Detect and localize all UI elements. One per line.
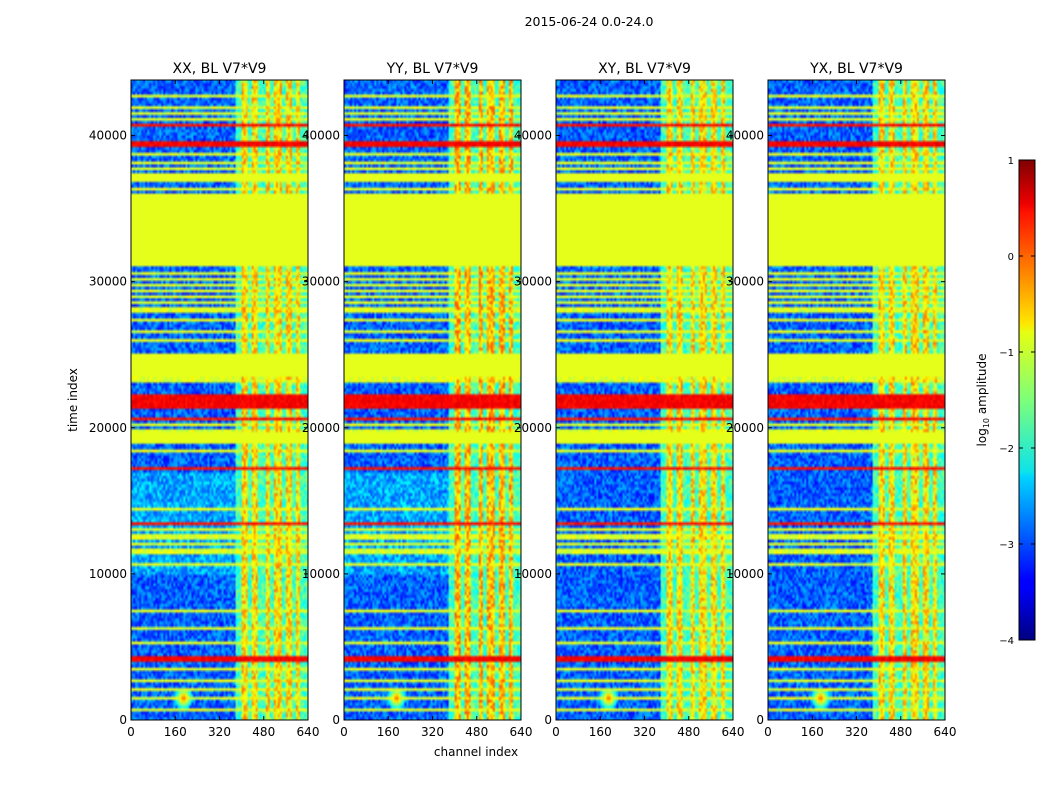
y-tick-label: 10000: [89, 567, 127, 581]
x-tick-label: 160: [801, 725, 824, 739]
heatmap-1: [131, 80, 308, 720]
panel-1: XX, BL V7*V9 0 160 320 480 640 0 10000 20000 3000…: [89, 61, 320, 739]
x-tick-label: 640: [297, 725, 320, 739]
y-axis-label: time index: [66, 368, 80, 432]
y-tick-label: 0: [756, 713, 764, 727]
x-tick-label: 480: [889, 725, 912, 739]
x-tick-label: 0: [552, 725, 560, 739]
y-tick-label: 30000: [302, 275, 340, 289]
x-tick-label: 480: [677, 725, 700, 739]
panel-2: YY, BL V7*V9 0 160 320 480 640 0 10000 20000 3000…: [302, 61, 533, 739]
y-tick-label: 10000: [514, 567, 552, 581]
y-tick-label: 40000: [726, 129, 764, 143]
x-axis-label: channel index: [434, 745, 518, 759]
y-tick-label: 20000: [302, 421, 340, 435]
colorbar-label-tail: amplitude: [975, 354, 989, 418]
y-tick-label: 10000: [302, 567, 340, 581]
y-tick-label: 40000: [302, 129, 340, 143]
colorbar-tick-label: −3: [999, 540, 1014, 551]
colorbar-tick-label: 0: [1008, 252, 1014, 263]
panel-title: XY, BL V7*V9: [598, 61, 691, 77]
panel-title: XX, BL V7*V9: [173, 61, 267, 77]
colorbar-label-main: log: [975, 428, 989, 446]
colorbar: 10−1−2−3−4 log10 amplitude: [975, 156, 1036, 647]
x-tick-label: 0: [340, 725, 348, 739]
x-tick-label: 640: [510, 725, 533, 739]
x-tick-label: 640: [722, 725, 745, 739]
x-tick-label: 160: [164, 725, 187, 739]
y-tick-label: 30000: [89, 275, 127, 289]
x-tick-label: 320: [633, 725, 656, 739]
y-tick-label: 10000: [726, 567, 764, 581]
panels: XX, BL V7*V9 0 160 320 480 640 0 10000 20000 3000…: [89, 61, 957, 739]
x-tick-label: 160: [589, 725, 612, 739]
y-tick-label: 0: [332, 713, 340, 727]
x-tick-label: 0: [127, 725, 135, 739]
x-tick-label: 160: [377, 725, 400, 739]
colorbar-ticks: 1 0 −1 −2 −3 −4: [999, 156, 1035, 647]
x-tick-label: 480: [465, 725, 488, 739]
x-tick-label: 0: [764, 725, 772, 739]
x-tick-label: 320: [208, 725, 231, 739]
colorbar-tick-label: −4: [999, 636, 1014, 647]
colorbar-label-sub: 10: [982, 418, 991, 428]
panel-title: YY, BL V7*V9: [386, 61, 479, 77]
panel-3: XY, BL V7*V9 0 160 320 480 640 0 10000 20000 3000…: [514, 61, 745, 739]
y-tick-label: 20000: [726, 421, 764, 435]
colorbar-tick-label: 1: [1008, 156, 1014, 167]
heatmap-3: [556, 80, 733, 720]
y-tick-label: 30000: [726, 275, 764, 289]
y-tick-label: 0: [119, 713, 127, 727]
colorbar-tick-label: −2: [999, 444, 1014, 455]
panel-title: YX, BL V7*V9: [809, 61, 903, 77]
heatmap-2: [344, 80, 521, 720]
y-tick-label: 20000: [89, 421, 127, 435]
colorbar-gradient: [1018, 159, 1036, 641]
heatmap-4: [768, 80, 945, 720]
y-tick-label: 0: [544, 713, 552, 727]
y-tick-label: 30000: [514, 275, 552, 289]
x-tick-label: 640: [934, 725, 957, 739]
x-tick-label: 320: [421, 725, 444, 739]
y-tick-label: 20000: [514, 421, 552, 435]
x-tick-label: 320: [845, 725, 868, 739]
colorbar-tick-label: −1: [999, 348, 1014, 359]
x-tick-label: 480: [252, 725, 275, 739]
colorbar-label: log10 amplitude: [975, 354, 991, 447]
y-tick-label: 40000: [514, 129, 552, 143]
y-tick-label: 40000: [89, 129, 127, 143]
panel-4: YX, BL V7*V9 0 160 320 480 640 0 10000 20000 3000…: [726, 61, 957, 739]
figure-suptitle: 2015-06-24 0.0-24.0: [525, 14, 654, 29]
